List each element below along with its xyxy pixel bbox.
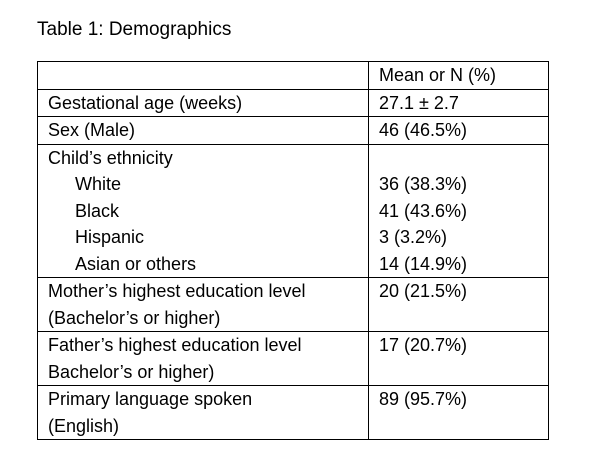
ethnicity-hispanic-label: Hispanic xyxy=(75,227,145,247)
row-value-cell: 27.1 ± 2.7 xyxy=(368,88,549,117)
table-caption: Table 1: Demographics xyxy=(37,19,232,40)
ethnicity-value xyxy=(379,145,548,172)
row-label-cell: Gestational age (weeks) xyxy=(37,88,369,117)
table-row: Sex (Male) 46 (46.5%) xyxy=(37,116,549,145)
mother-education-label-2: (Bachelor’s or higher) xyxy=(48,307,221,328)
table-row: Gestational age (weeks) 27.1 ± 2.7 xyxy=(37,88,549,117)
primary-language-label-2: (English) xyxy=(48,415,120,436)
row-value-cell: 36 (38.3%) 41 (43.6%) 3 (3.2%) 14 (14.9%… xyxy=(368,143,549,278)
father-education-value: 17 (20.7%) xyxy=(379,335,468,355)
table-row: Father’s highest education level Bachelo… xyxy=(37,331,549,386)
table-header-row: Mean or N (%) xyxy=(37,61,549,90)
ethnicity-hispanic-value: 3 (3.2%) xyxy=(379,227,448,247)
gestational-age-value: 27.1 ± 2.7 xyxy=(379,92,459,113)
ethnicity-black-label: Black xyxy=(75,200,120,221)
row-label-cell: Mother’s highest education level (Bachel… xyxy=(37,277,369,332)
sex-value: 46 (46.5%) xyxy=(379,120,468,140)
row-value-cell: 17 (20.7%) xyxy=(368,331,549,386)
mother-education-value: 20 (21.5%) xyxy=(379,281,468,301)
row-label-cell: Sex (Male) xyxy=(37,116,369,145)
mother-education-label: Mother’s highest education level xyxy=(48,281,306,301)
ethnicity-white-label: White xyxy=(75,174,122,194)
sex-label: Sex (Male) xyxy=(48,120,136,140)
gestational-age-label: Gestational age (weeks) xyxy=(48,92,243,113)
father-education-label-2: Bachelor’s or higher) xyxy=(48,361,215,382)
table-row: Child’s ethnicity White Black Hispanic A… xyxy=(37,143,549,278)
father-education-label: Father’s highest education level xyxy=(48,335,302,355)
ethnicity-label: Child’s ethnicity xyxy=(48,147,173,168)
primary-language-value: 89 (95.7%) xyxy=(379,389,468,409)
table-row: Primary language spoken (English) 89 (95… xyxy=(37,385,549,440)
row-value-cell: 20 (21.5%) xyxy=(368,277,549,332)
row-label-cell: Primary language spoken (English) xyxy=(37,385,369,440)
primary-language-label: Primary language spoken xyxy=(48,389,253,409)
ethnicity-black-value: 41 (43.6%) xyxy=(379,200,468,221)
table-row: Mother’s highest education level (Bachel… xyxy=(37,277,549,332)
ethnicity-asian-value: 14 (14.9%) xyxy=(379,253,468,274)
demographics-table: Mean or N (%) Gestational age (weeks) 27… xyxy=(37,61,549,440)
ethnicity-white-value: 36 (38.3%) xyxy=(379,174,468,194)
row-label-cell: Child’s ethnicity White Black Hispanic A… xyxy=(37,143,369,278)
ethnicity-asian-label: Asian or others xyxy=(75,253,197,274)
row-label-cell: Father’s highest education level Bachelo… xyxy=(37,331,369,386)
header-label-cell xyxy=(37,61,369,90)
header-value: Mean or N (%) xyxy=(379,65,497,85)
row-value-cell: 46 (46.5%) xyxy=(368,116,549,145)
header-value-cell: Mean or N (%) xyxy=(368,61,549,90)
row-value-cell: 89 (95.7%) xyxy=(368,385,549,440)
